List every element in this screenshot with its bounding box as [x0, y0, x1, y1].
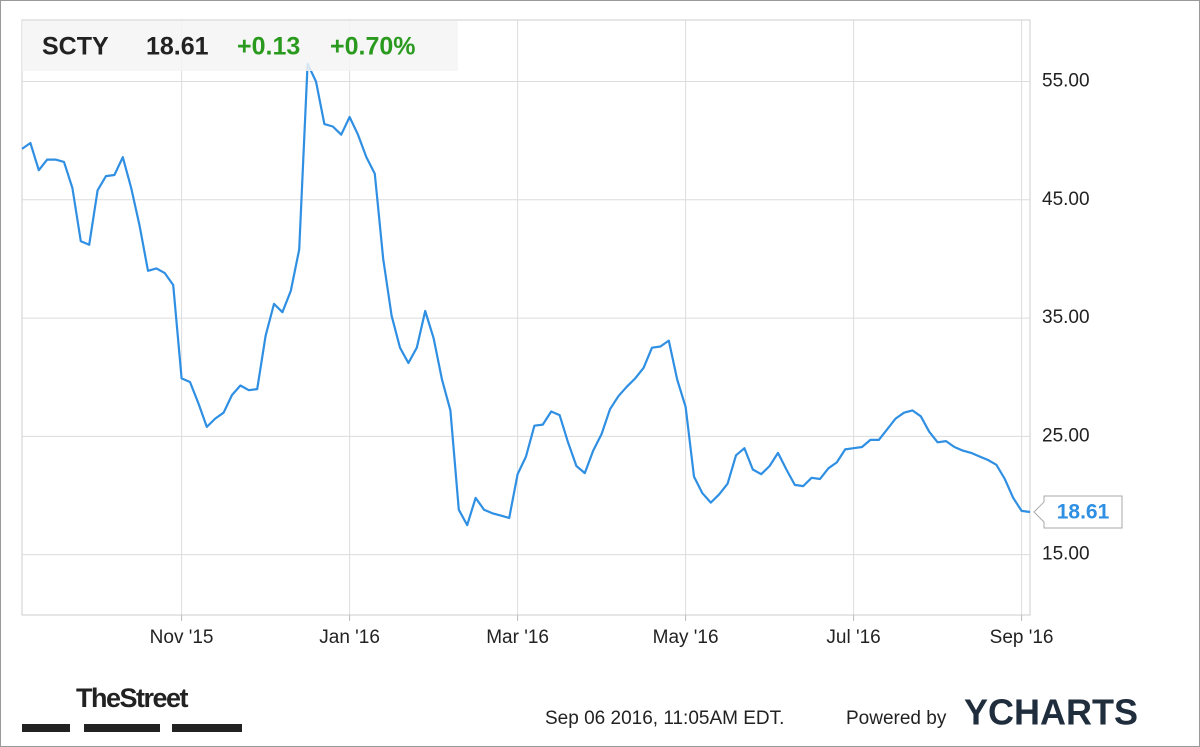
ticker: SCTY [42, 33, 109, 61]
x-tick-label: Jan '16 [319, 627, 380, 648]
x-tick-label: Sep '16 [990, 627, 1054, 648]
last-value-box [1033, 495, 1123, 529]
y-tick-label: 45.00 [1042, 189, 1090, 210]
x-tick-label: Jul '16 [826, 627, 880, 648]
price: 18.61 [146, 33, 209, 61]
publisher: TheStreet [76, 683, 189, 713]
logo-bar [22, 724, 70, 732]
change-percent: +0.70% [330, 33, 416, 61]
logo-bar [172, 724, 242, 732]
last-value-label: 18.61 [1057, 501, 1110, 524]
x-tick-label: May '16 [653, 627, 719, 648]
price-line [21, 62, 1031, 527]
x-tick-label: Nov '15 [150, 627, 214, 648]
logo-bar [84, 724, 160, 732]
change: +0.13 [237, 33, 300, 61]
y-tick-label: 55.00 [1042, 71, 1090, 92]
y-tick-label: 25.00 [1042, 425, 1090, 446]
y-tick-label: 15.00 [1042, 544, 1090, 565]
brand: YCHARTS [964, 692, 1138, 733]
header-box [22, 21, 458, 71]
y-tick-label: 35.00 [1042, 307, 1090, 328]
x-tick-label: Mar '16 [486, 627, 549, 648]
timestamp: Sep 06 2016, 11:05AM EDT. [545, 708, 784, 729]
powered-by: Powered by [846, 708, 947, 729]
plot-area [21, 19, 1031, 616]
publisher-logo: TheStreet [22, 683, 242, 732]
